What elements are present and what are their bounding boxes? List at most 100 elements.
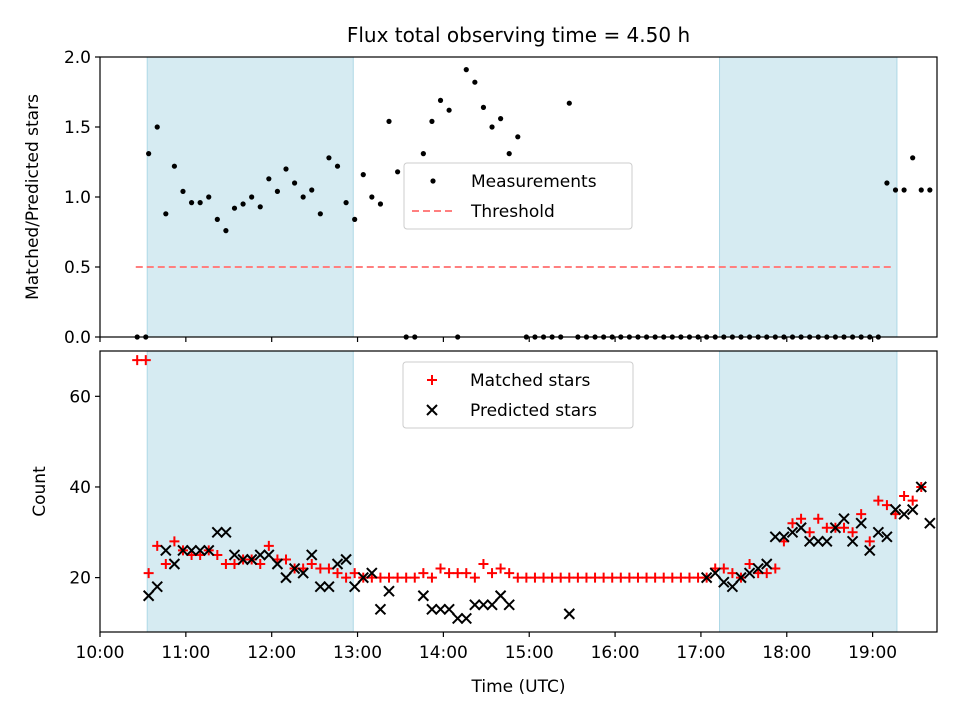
- predicted-point: [228, 549, 241, 561]
- matched-point: [461, 568, 472, 579]
- measurement-point: [240, 201, 246, 207]
- matched-point: [143, 568, 154, 579]
- y-tick-label: 0.5: [64, 258, 91, 278]
- measurement-point: [154, 124, 160, 130]
- predicted-point: [245, 553, 258, 566]
- predicted-point: [374, 603, 387, 616]
- predicted-point: [160, 544, 172, 557]
- predicted-point: [786, 526, 799, 538]
- predicted-point: [366, 567, 378, 579]
- upper-panel: 0.0 0.5 1.0 1.5 2.0 Matched/Predicted stars Fl…: [23, 23, 938, 348]
- legend-label: Threshold: [470, 202, 555, 222]
- predicted-point: [323, 580, 335, 593]
- x-tick-label: 16:00: [591, 643, 640, 663]
- predicted-point: [469, 599, 481, 611]
- matched-point: [821, 522, 832, 533]
- predicted-point: [306, 549, 318, 561]
- matched-point: [667, 572, 678, 583]
- legend-measurements-marker: [430, 178, 436, 184]
- chart-title: Flux total observing time = 4.50 h: [347, 23, 690, 47]
- matched-point: [590, 572, 601, 583]
- measurement-point: [231, 205, 238, 211]
- predicted-point: [855, 517, 867, 529]
- measurement-point: [206, 194, 212, 200]
- predicted-point: [829, 522, 842, 534]
- predicted-point: [726, 580, 739, 593]
- matched-point: [392, 572, 403, 583]
- matched-point: [813, 513, 824, 524]
- matched-point: [615, 572, 626, 583]
- x-tick-label: 10:00: [76, 643, 125, 663]
- x-tick-label: 15:00: [505, 643, 554, 663]
- measurement-point: [498, 116, 504, 122]
- x-tick-label: 19:00: [848, 643, 897, 663]
- matched-point: [641, 572, 652, 583]
- matched-point: [341, 572, 352, 583]
- shaded-interval-2: [719, 56, 898, 338]
- measurement-point: [360, 172, 366, 178]
- predicted-point: [203, 544, 215, 557]
- predicted-point: [924, 517, 936, 529]
- measurement-point: [343, 200, 349, 206]
- measurement-point: [910, 155, 916, 161]
- matched-point: [598, 572, 609, 583]
- predicted-point: [426, 603, 438, 616]
- predicted-point: [864, 544, 876, 557]
- predicted-point: [211, 526, 224, 538]
- y-tick-label: 1.5: [64, 118, 91, 138]
- measurement-point: [300, 194, 306, 200]
- predicted-point: [812, 535, 824, 548]
- y-axis-label: Count: [30, 466, 50, 517]
- predicted-point: [795, 522, 807, 534]
- predicted-point: [417, 590, 430, 602]
- matched-point: [220, 559, 231, 570]
- matched-point: [401, 572, 412, 583]
- matched-point: [409, 572, 420, 583]
- measurement-point: [472, 79, 478, 85]
- predicted-point: [220, 526, 232, 538]
- predicted-point: [142, 590, 155, 602]
- predicted-point: [838, 512, 850, 525]
- predicted-point: [340, 553, 352, 566]
- matched-point: [684, 572, 695, 583]
- matched-point: [140, 355, 151, 366]
- x-tick-label: 13:00: [333, 643, 382, 663]
- predicted-point: [846, 535, 859, 548]
- predicted-point: [898, 508, 910, 520]
- predicted-point: [752, 562, 764, 575]
- matched-point: [332, 568, 343, 579]
- measurement-point: [446, 107, 452, 113]
- predicted-point: [803, 535, 816, 548]
- y-tick-label: 0.0: [64, 328, 91, 348]
- predicted-point: [486, 599, 498, 611]
- predicted-point: [237, 553, 249, 566]
- x-tick-label: 18:00: [762, 643, 811, 663]
- predicted-point: [297, 567, 309, 579]
- axes-frame: [99, 350, 938, 633]
- predicted-point: [881, 531, 893, 543]
- predicted-point: [889, 503, 902, 516]
- legend-label: Matched stars: [470, 371, 590, 391]
- legend-box: [402, 361, 634, 429]
- predicted-point: [494, 590, 507, 602]
- predicted-point: [314, 580, 327, 593]
- predicted-point: [761, 558, 773, 570]
- predicted-point: [357, 571, 369, 584]
- measurement-point: [214, 216, 220, 222]
- legend-predicted-marker: [426, 404, 438, 416]
- measurement-point: [249, 194, 255, 200]
- measurement-point: [326, 155, 332, 161]
- measurement-point: [901, 187, 907, 193]
- matched-point: [675, 572, 686, 583]
- matched-point: [538, 572, 549, 583]
- matched-point: [435, 563, 446, 574]
- matched-point: [452, 568, 463, 579]
- matched-point: [607, 572, 618, 583]
- matched-point: [444, 568, 455, 579]
- matched-point: [263, 540, 274, 551]
- measurement-point: [420, 151, 426, 157]
- predicted-point: [151, 580, 163, 593]
- y-tick-label: 20: [69, 569, 91, 589]
- predicted-point: [168, 558, 181, 570]
- measurement-point: [515, 134, 521, 140]
